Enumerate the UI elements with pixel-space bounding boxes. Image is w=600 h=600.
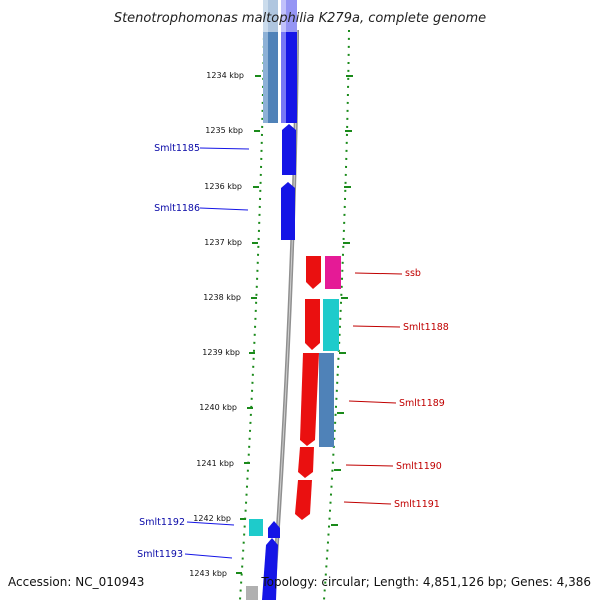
magenta-feature-ssb (325, 256, 341, 289)
label-leaders (184, 147, 403, 559)
reverse-cds-smlt1191 (295, 480, 312, 520)
reverse-cds-smlt1188 (305, 299, 320, 350)
kbp-label-1237: 1237 kbp (204, 238, 242, 247)
forward-other-feature-shade (263, 0, 268, 123)
gene-label-smlt1190[interactable]: Smlt1190 (396, 461, 442, 472)
reverse-cds-ssb (306, 256, 321, 289)
forward-cds-top-shade (281, 0, 286, 123)
gene-label-smlt1185[interactable]: Smlt1185 (154, 143, 200, 154)
gene-label-ssb[interactable]: ssb (405, 268, 421, 279)
gene-label-smlt1186[interactable]: Smlt1186 (154, 203, 200, 214)
kbp-label-1234: 1234 kbp (206, 71, 244, 80)
cyan-feature-smlt1188 (323, 299, 339, 351)
gene-label-smlt1192[interactable]: Smlt1192 (139, 517, 185, 528)
outer-major-ticks (331, 75, 353, 526)
kbp-label-1243: 1243 kbp (189, 569, 227, 578)
gene-label-smlt1193[interactable]: Smlt1193 (137, 549, 183, 560)
cyan-feature-smlt1192 (249, 519, 263, 536)
reverse-cds-smlt1190 (298, 447, 314, 478)
outer-tick-ring (323, 29, 350, 600)
kbp-label-1238: 1238 kbp (203, 293, 241, 302)
reverse-cds-smlt1189 (300, 353, 319, 446)
grey-feature-bottom (246, 586, 258, 600)
kbp-label-1235: 1235 kbp (205, 126, 243, 135)
forward-cds-smlt1185 (282, 124, 296, 175)
kbp-label-1241: 1241 kbp (196, 459, 234, 468)
forward-cds-smlt1193 (262, 538, 278, 600)
other-feature-smlt1189 (319, 353, 334, 447)
gene-label-smlt1189[interactable]: Smlt1189 (399, 398, 445, 409)
gene-label-smlt1188[interactable]: Smlt1188 (403, 322, 449, 333)
accession-text: Accession: NC_010943 (8, 575, 144, 589)
inner-tick-ring (239, 29, 265, 600)
topology-text: Topology: circular; Length: 4,851,126 bp… (260, 575, 591, 589)
inner-major-ticks (236, 75, 261, 574)
kbp-label-1236: 1236 kbp (204, 182, 242, 191)
kbp-label-1239: 1239 kbp (202, 348, 240, 357)
kbp-label-1242: 1242 kbp (193, 514, 231, 523)
forward-cds-top-fade (263, 0, 297, 32)
map-title: Stenotrophomonas maltophilia K279a, comp… (114, 11, 486, 26)
forward-cds-smlt1193b (268, 521, 280, 538)
gene-label-smlt1191[interactable]: Smlt1191 (394, 499, 440, 510)
kbp-label-1240: 1240 kbp (199, 403, 237, 412)
forward-cds-smlt1186 (281, 182, 295, 240)
